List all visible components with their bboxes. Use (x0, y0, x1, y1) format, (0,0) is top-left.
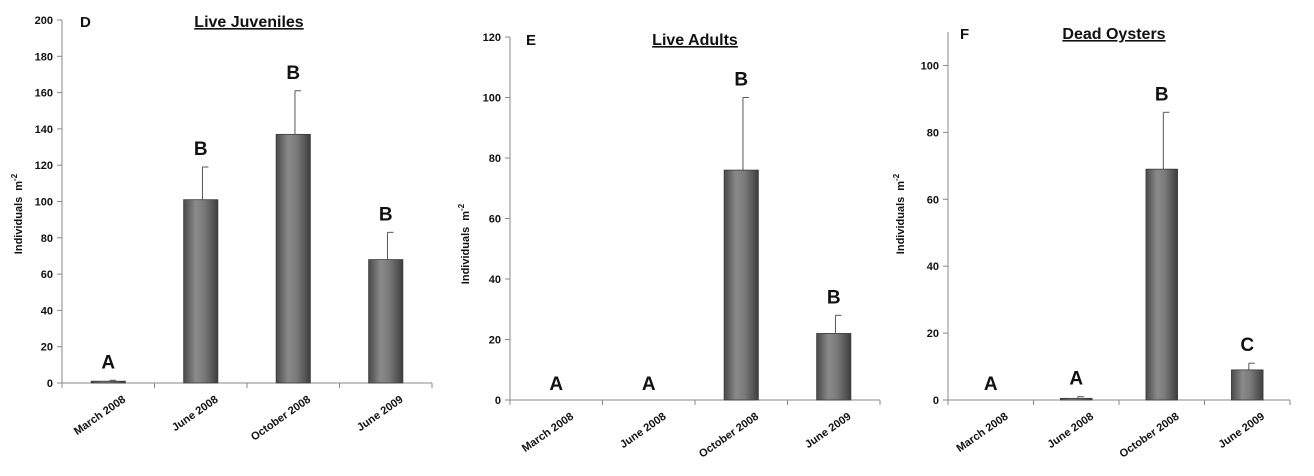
x-tick-label: June 2009 (803, 411, 853, 451)
bar (275, 133, 311, 384)
significance-label: B (194, 139, 208, 160)
y-tick-label: 160 (35, 88, 53, 100)
y-axis-label-exponent: -2 (10, 173, 19, 181)
y-axis-label: Individuals m-2 (10, 173, 25, 254)
panel-label: F (960, 26, 969, 43)
svg-text:Individualsm-2: Individuals m-2 (892, 173, 907, 254)
y-tick-label: 180 (35, 51, 53, 63)
significance-label: B (286, 63, 300, 84)
y-axis-label: Individuals m-2 (892, 173, 907, 254)
y-tick-label: 0 (47, 378, 53, 390)
y-tick-label: 100 (921, 60, 939, 72)
svg-text:Individualsm-2: Individuals m-2 (457, 203, 472, 284)
significance-label: A (984, 374, 998, 395)
y-tick-label: 200 (35, 15, 53, 27)
panel-label: E (526, 32, 536, 49)
bar (1145, 168, 1178, 401)
y-axis-label-text: Individuals (13, 197, 25, 254)
y-tick-label: 0 (495, 395, 501, 407)
chart-title: Live Adults (652, 32, 738, 49)
significance-label: B (379, 204, 393, 225)
x-tick-label: March 2008 (954, 411, 1010, 455)
y-tick-label: 20 (489, 335, 501, 347)
y-tick-label: 100 (35, 197, 53, 209)
y-axis-label-text: Individuals (895, 197, 907, 254)
x-tick-label: October 2008 (697, 411, 761, 461)
chart-marks-1: 0 20 40 60 80 100 120 A March 2008 A June 2008 B Oct… (483, 32, 881, 461)
significance-label: A (549, 374, 563, 395)
bar (368, 259, 404, 384)
y-tick-label: 120 (483, 32, 501, 44)
y-tick-label: 140 (35, 124, 53, 136)
y-tick-label: 20 (41, 342, 53, 354)
x-tick-label: June 2009 (1217, 411, 1267, 451)
significance-label: B (1155, 84, 1169, 105)
significance-label: C (1240, 335, 1254, 356)
x-tick-label: March 2008 (520, 411, 576, 455)
y-tick-label: 40 (489, 274, 501, 286)
x-tick-label: June 2008 (618, 411, 668, 451)
y-tick-label: 60 (41, 269, 53, 281)
x-tick-label: March 2008 (72, 394, 128, 438)
y-tick-label: 80 (489, 153, 501, 165)
y-tick-label: 120 (35, 160, 53, 172)
x-tick-label: June 2008 (170, 394, 220, 434)
y-axis-label-unit: m (460, 211, 472, 221)
bar (723, 169, 759, 401)
bar (816, 333, 852, 401)
y-axis-label-exponent: -2 (892, 173, 901, 181)
panel-label: D (80, 14, 91, 31)
y-tick-label: 0 (933, 395, 939, 407)
y-axis-label-text: Individuals (460, 227, 472, 284)
chart-title: Live Juveniles (194, 14, 303, 31)
significance-label: A (1069, 369, 1083, 390)
bar (1060, 397, 1093, 401)
bar (183, 199, 219, 384)
significance-label: B (734, 70, 748, 91)
significance-label: A (642, 374, 656, 395)
chart-marks-0: 0 20 40 60 80 100 120 140 160 180 200 A March 2008 B J… (35, 15, 433, 444)
y-tick-label: 20 (927, 328, 939, 340)
x-tick-label: June 2009 (355, 394, 405, 434)
chart-panel-f: F Dead Oysters Individuals m-2 (892, 26, 1290, 401)
x-tick-label: October 2008 (249, 394, 313, 444)
significance-label: A (101, 352, 115, 373)
y-tick-label: 40 (927, 261, 939, 273)
y-axis-label-exponent: -2 (457, 203, 466, 211)
x-tick-label: June 2008 (1046, 411, 1096, 451)
y-tick-label: 80 (927, 127, 939, 139)
significance-label: B (827, 287, 841, 308)
y-tick-label: 60 (489, 214, 501, 226)
y-tick-label: 60 (927, 194, 939, 206)
y-tick-label: 80 (41, 233, 53, 245)
chart-title: Dead Oysters (1062, 26, 1165, 43)
x-tick-label: October 2008 (1117, 411, 1181, 461)
y-tick-label: 100 (483, 93, 501, 105)
bar (90, 380, 126, 384)
y-axis-label-unit: m (13, 181, 25, 191)
svg-text:Individualsm-2: Individuals m-2 (10, 173, 25, 254)
y-axis-label: Individuals m-2 (457, 203, 472, 284)
bar (1231, 369, 1264, 401)
y-axis-label-unit: m (895, 181, 907, 191)
y-tick-label: 40 (41, 305, 53, 317)
